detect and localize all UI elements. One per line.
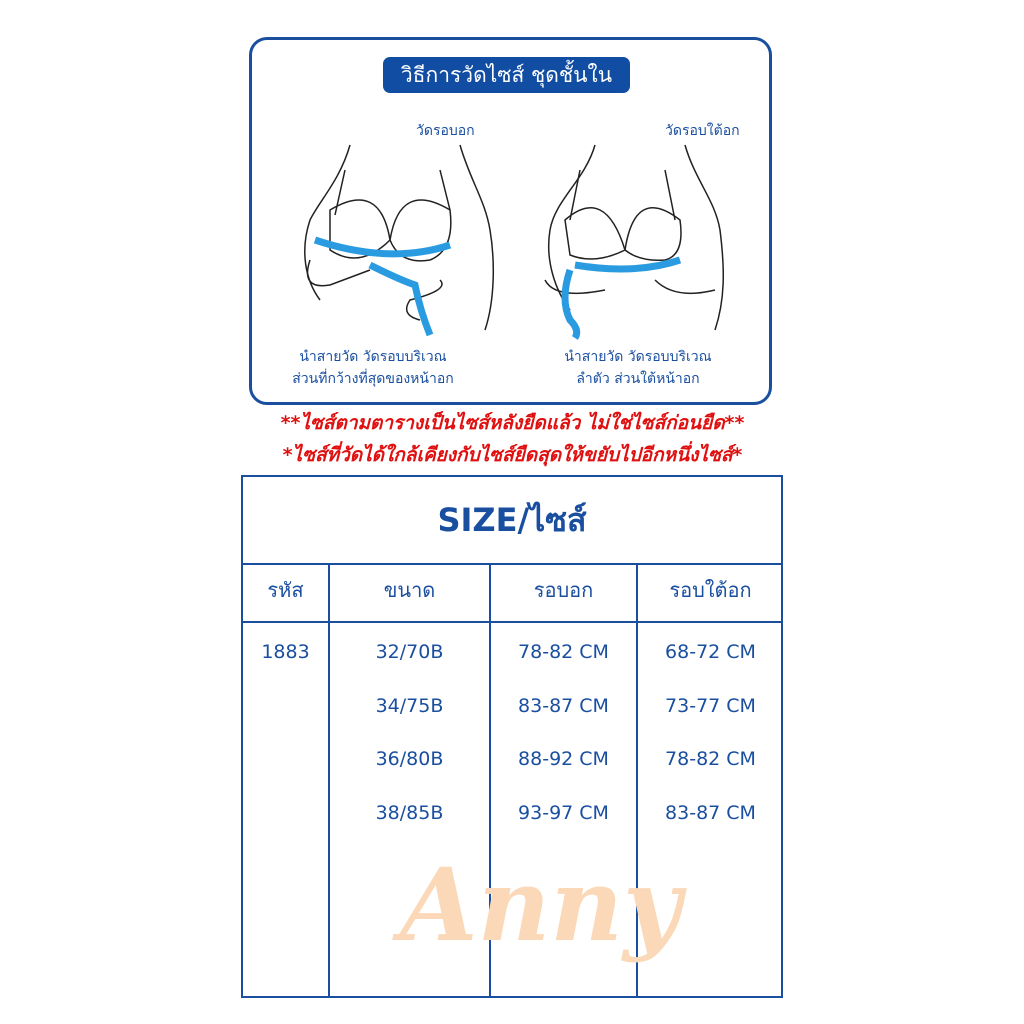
size-table-title: SIZE/ไซส์: [243, 477, 781, 565]
bust-caption-line1: นำสายวัด วัดรอบบริเวณ: [299, 349, 447, 365]
size-up-note: *ไซส์ที่วัดได้ใกล้เคียงกับไซส์ยืดสุดให้ข…: [282, 444, 743, 466]
cell-bust: 78-82 CM: [518, 641, 609, 663]
cell-size: 36/80B: [375, 748, 444, 770]
underbust-label: วัดรอบใต้อก: [665, 123, 740, 139]
column-divider: [489, 563, 491, 996]
product-code: 1883: [261, 641, 310, 663]
cell-underbust: 68-72 CM: [665, 641, 756, 663]
header-code: รหัส: [267, 578, 304, 602]
column-divider: [636, 563, 638, 996]
cell-bust: 88-92 CM: [518, 748, 609, 770]
cell-size: 34/75B: [375, 694, 444, 717]
cell-underbust: 73-77 CM: [665, 694, 756, 717]
underbust-caption-line1: นำสายวัด วัดรอบบริเวณ: [564, 349, 712, 365]
cell-underbust: 78-82 CM: [665, 748, 756, 770]
header-size: ขนาด: [383, 578, 436, 602]
stretch-note: **ไซส์ตามตารางเป็นไซส์หลังยืดแล้ว ไม่ใช่…: [280, 412, 745, 434]
bust-caption-line2: ส่วนที่กว้างที่สุดของหน้าอก: [292, 371, 454, 387]
cell-size: 38/85B: [375, 801, 444, 824]
header-bust: รอบอก: [533, 578, 594, 602]
bust-label: วัดรอบอก: [416, 123, 475, 139]
cell-bust: 83-87 CM: [518, 694, 609, 717]
header-underbust: รอบใต้อก: [669, 578, 752, 602]
underbust-caption-line2: ลำตัว ส่วนใต้หน้าอก: [576, 371, 700, 387]
brand-watermark: Anny: [400, 846, 682, 964]
size-table-header-row: [243, 563, 781, 623]
cell-bust: 93-97 CM: [518, 801, 609, 824]
guide-title: วิธีการวัดไซส์ ชุดชั้นใน: [383, 57, 630, 93]
size-table: SIZE/ไซส์ รหัส ขนาด รอบอก รอบใต้อก 1883 …: [241, 475, 783, 998]
bust-caption: นำสายวัด วัดรอบบริเวณ ส่วนที่กว้างที่สุด…: [253, 346, 493, 390]
column-divider: [328, 563, 330, 996]
cell-underbust: 83-87 CM: [665, 801, 756, 824]
bust-measuring-illustration: [304, 144, 494, 337]
underbust-measuring-illustration: [544, 144, 724, 340]
underbust-caption: นำสายวัด วัดรอบบริเวณ ลำตัว ส่วนใต้หน้าอ…: [518, 346, 758, 390]
measuring-guide-panel: [249, 37, 772, 405]
cell-size: 32/70B: [375, 641, 444, 663]
